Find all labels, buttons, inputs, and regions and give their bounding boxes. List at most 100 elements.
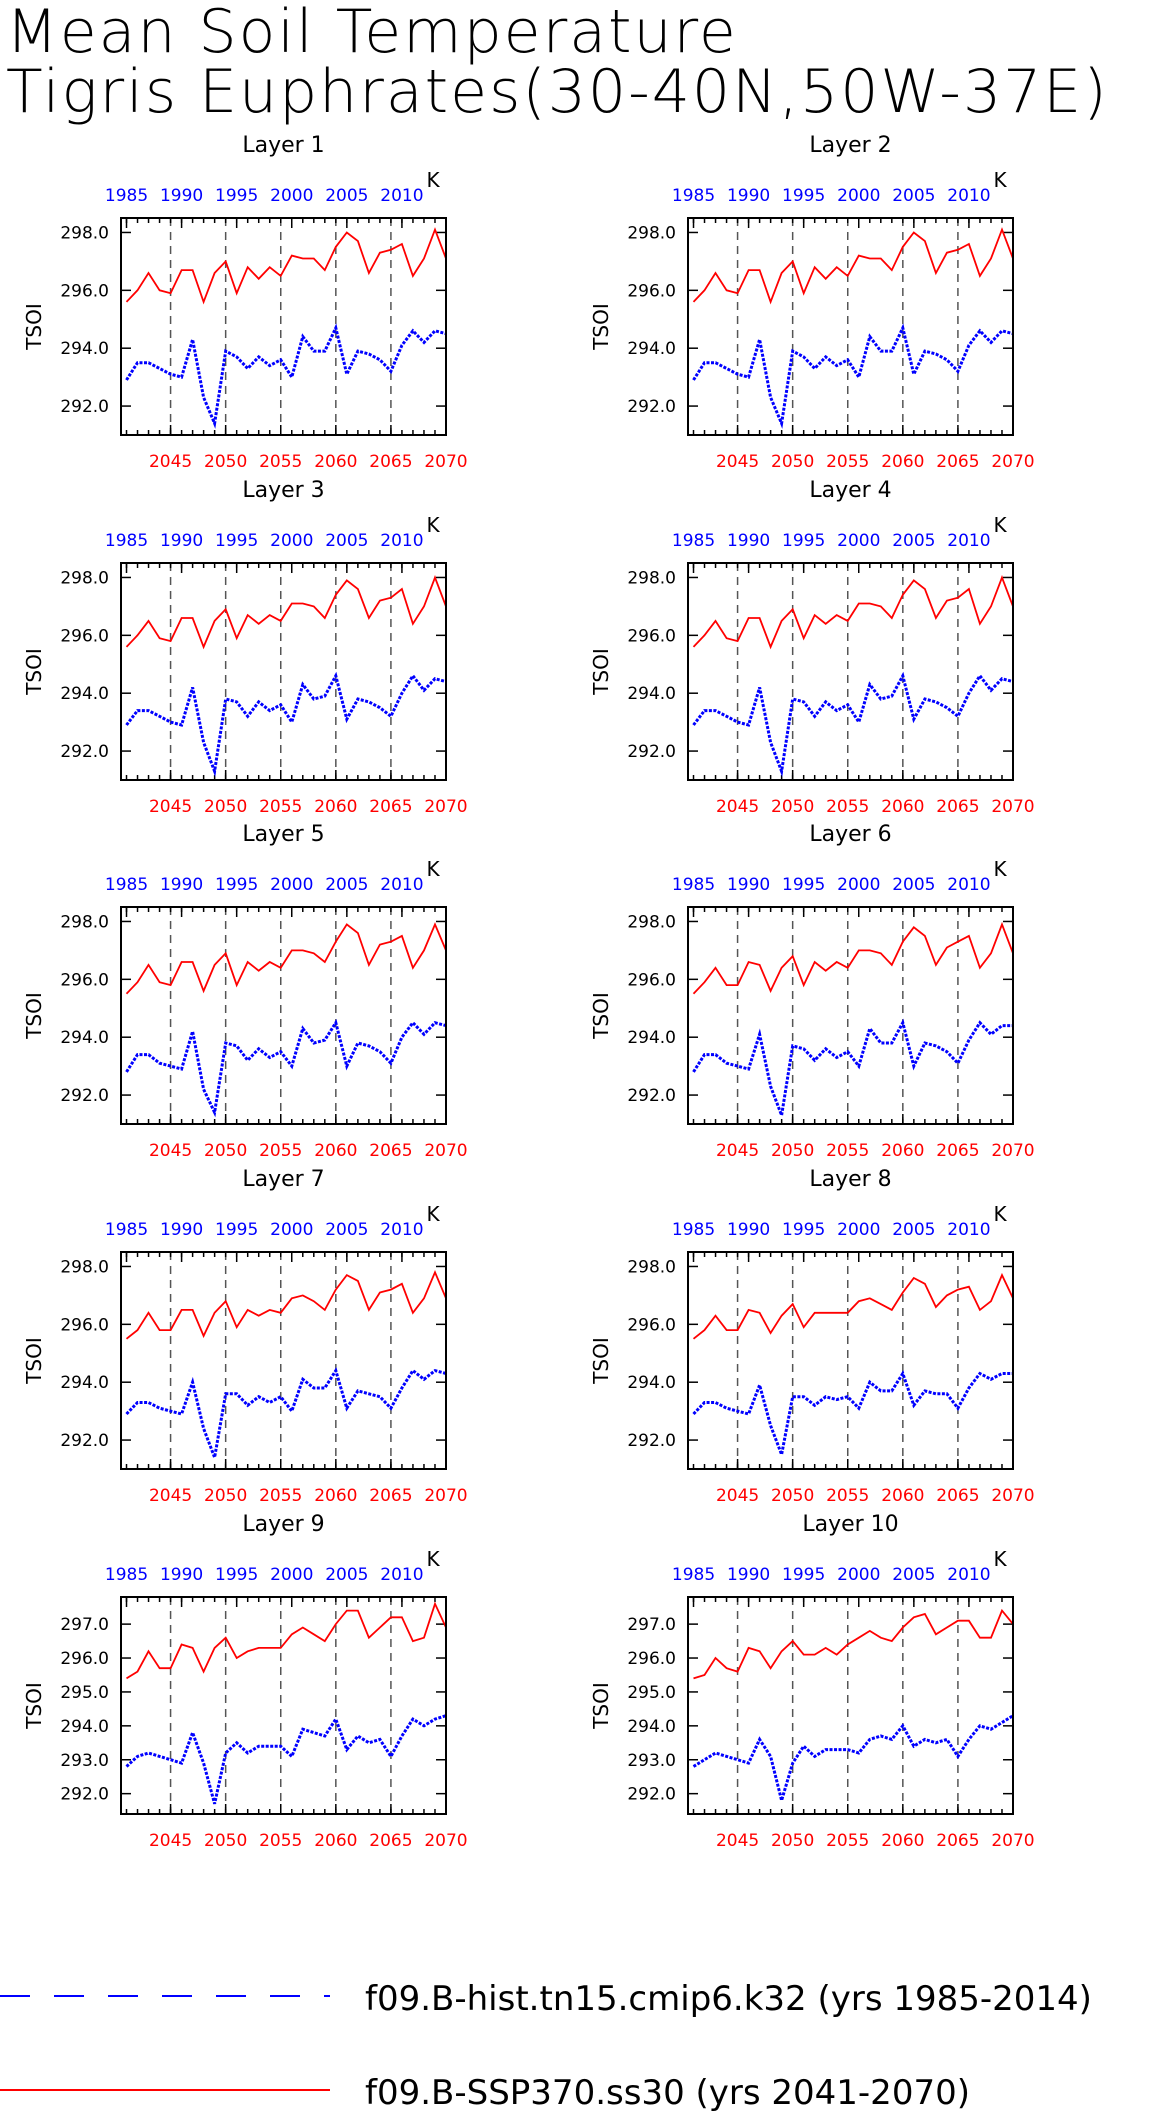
panel-8-units-label: K (993, 1202, 1007, 1226)
panel-9-top-tick-label: 1985 (105, 1565, 148, 1585)
panel-9-plot-frame (120, 1596, 447, 1815)
panel-3-bottom-tick-label: 2070 (424, 797, 467, 817)
panel-8-bottom-tick-label: 2070 (991, 1486, 1034, 1506)
panel-9-bottom-tick-label: 2060 (314, 1831, 357, 1851)
panel-1-bottom-tick-label: 2050 (204, 452, 247, 472)
panel-10-y-tick-label: 294.0 (627, 1717, 676, 1737)
panel-10-bottom-tick-label: 2045 (716, 1831, 759, 1851)
panel-3-bottom-tick-label: 2045 (149, 797, 192, 817)
panel-7-top-tick-label: 1985 (105, 1220, 148, 1240)
panel-10-y-tick-label: 292.0 (627, 1785, 676, 1805)
panel-5-units-label: K (426, 857, 440, 881)
panel-9-top-tick-label: 2005 (325, 1565, 368, 1585)
panel-1-title: Layer 1 (242, 133, 324, 158)
panel-6-top-tick-label: 1995 (782, 875, 825, 895)
panel-2-bottom-tick-label: 2045 (716, 452, 759, 472)
panel-4-y-tick-label: 296.0 (627, 626, 676, 646)
panel-1-top-tick-label: 1990 (160, 186, 203, 206)
panel-8-top-tick-label: 2000 (837, 1220, 880, 1240)
panel-6-bottom-tick-label: 2045 (716, 1141, 759, 1161)
panel-8-y-tick-label: 296.0 (627, 1315, 676, 1335)
panel-5-y-tick-label: 296.0 (60, 970, 109, 990)
panel-6-top-tick-label: 2005 (892, 875, 935, 895)
panel-4-bottom-tick-label: 2070 (991, 797, 1034, 817)
panel-1-bottom-tick-label: 2065 (369, 452, 412, 472)
panel-6-bottom-tick-label: 2050 (771, 1141, 814, 1161)
panel-3-top-tick-label: 2010 (380, 531, 423, 551)
panel-5-bottom-tick-label: 2065 (369, 1141, 412, 1161)
panel-1-bottom-tick-label: 2070 (424, 452, 467, 472)
panel-5-y-tick-label: 294.0 (60, 1028, 109, 1048)
panel-3-bottom-tick-label: 2060 (314, 797, 357, 817)
panel-10-bottom-tick-label: 2070 (991, 1831, 1034, 1851)
panel-10-units-label: K (993, 1547, 1007, 1571)
panel-4-top-tick-label: 1990 (727, 531, 770, 551)
panel-4-top-tick-label: 2000 (837, 531, 880, 551)
panel-1-bottom-tick-label: 2060 (314, 452, 357, 472)
panel-8-y-tick-label: 292.0 (627, 1431, 676, 1451)
panel-2-series-hist-line (692, 323, 1014, 429)
panel-1-series-hist-line (125, 323, 447, 429)
panel-10-y-tick-label: 295.0 (627, 1683, 676, 1703)
panel-7-top-tick-label: 2010 (380, 1220, 423, 1240)
panel-7-y-tick-label: 292.0 (60, 1431, 109, 1451)
panel-10-bottom-tick-label: 2065 (936, 1831, 979, 1851)
panel-8-bottom-tick-label: 2055 (826, 1486, 869, 1506)
panel-8-bottom-tick-label: 2060 (881, 1486, 924, 1506)
panel-2-plot-frame (687, 217, 1014, 436)
panel-7-y-tick-label: 298.0 (60, 1257, 109, 1277)
panel-1-y-tick-label: 292.0 (60, 397, 109, 417)
panel-7-top-tick-label: 2000 (270, 1220, 313, 1240)
panel-5-top-tick-label: 2010 (380, 875, 423, 895)
panel-10-y-tick-label: 296.0 (627, 1649, 676, 1669)
panel-3-top-tick-label: 1995 (215, 531, 258, 551)
panel-8-top-tick-label: 1995 (782, 1220, 825, 1240)
panel-4-bottom-tick-label: 2050 (771, 797, 814, 817)
panel-7-bottom-tick-label: 2070 (424, 1486, 467, 1506)
panel-6-series-hist-line (692, 1018, 1013, 1122)
panel-7-bottom-tick-label: 2060 (314, 1486, 357, 1506)
panel-4-series-hist-line (692, 671, 1014, 778)
panel-5-plot-frame (120, 906, 447, 1125)
panel-4-top-tick-label: 1995 (782, 531, 825, 551)
panel-9-series-future-line (126, 1601, 447, 1680)
panel-10-plot-frame (687, 1596, 1014, 1815)
panel-9-top-tick-label: 2010 (380, 1565, 423, 1585)
panel-10-bottom-tick-label: 2055 (826, 1831, 869, 1851)
panel-10-top-tick-label: 2010 (947, 1565, 990, 1585)
panel-4-plot-frame (687, 562, 1014, 781)
panel-9-y-tick-label: 292.0 (60, 1785, 109, 1805)
panel-6-y-tick-label: 298.0 (627, 912, 676, 932)
panel-10-bottom-tick-label: 2050 (771, 1831, 814, 1851)
panel-8-top-tick-label: 2005 (892, 1220, 935, 1240)
panel-3-units-label: K (426, 513, 440, 537)
panel-7-bottom-tick-label: 2055 (259, 1486, 302, 1506)
panel-7-units-label: K (426, 1202, 440, 1226)
panel-6-top-tick-label: 2000 (837, 875, 880, 895)
panel-3-bottom-tick-label: 2055 (259, 797, 302, 817)
panel-8-plot-frame (687, 1251, 1014, 1470)
panel-6-top-tick-label: 1990 (727, 875, 770, 895)
panel-2-bottom-tick-label: 2065 (936, 452, 979, 472)
panel-3-y-tick-label: 296.0 (60, 626, 109, 646)
panel-7-series-future-line (125, 1269, 447, 1340)
panel-5-bottom-tick-label: 2055 (259, 1141, 302, 1161)
panel-1-y-tick-label: 296.0 (60, 281, 109, 301)
panel-8-y-tick-label: 298.0 (627, 1257, 676, 1277)
panel-3-y-axis-label: TSOI (22, 648, 46, 696)
panel-6-plot-frame (687, 906, 1014, 1125)
panel-4-top-tick-label: 2010 (947, 531, 990, 551)
panel-10-top-tick-label: 2000 (837, 1565, 880, 1585)
panel-1-series-future-line (125, 227, 447, 305)
panel-7-y-tick-label: 294.0 (60, 1373, 109, 1393)
panel-6-bottom-tick-label: 2055 (826, 1141, 869, 1161)
panel-5-bottom-tick-label: 2060 (314, 1141, 357, 1161)
panel-3-y-tick-label: 292.0 (60, 742, 109, 762)
panel-2-bottom-tick-label: 2055 (826, 452, 869, 472)
panel-1-y-tick-label: 294.0 (60, 339, 109, 359)
panel-6-y-tick-label: 296.0 (627, 970, 676, 990)
panel-10-y-axis-label: TSOI (589, 1682, 613, 1730)
panel-6-y-tick-label: 294.0 (627, 1028, 676, 1048)
